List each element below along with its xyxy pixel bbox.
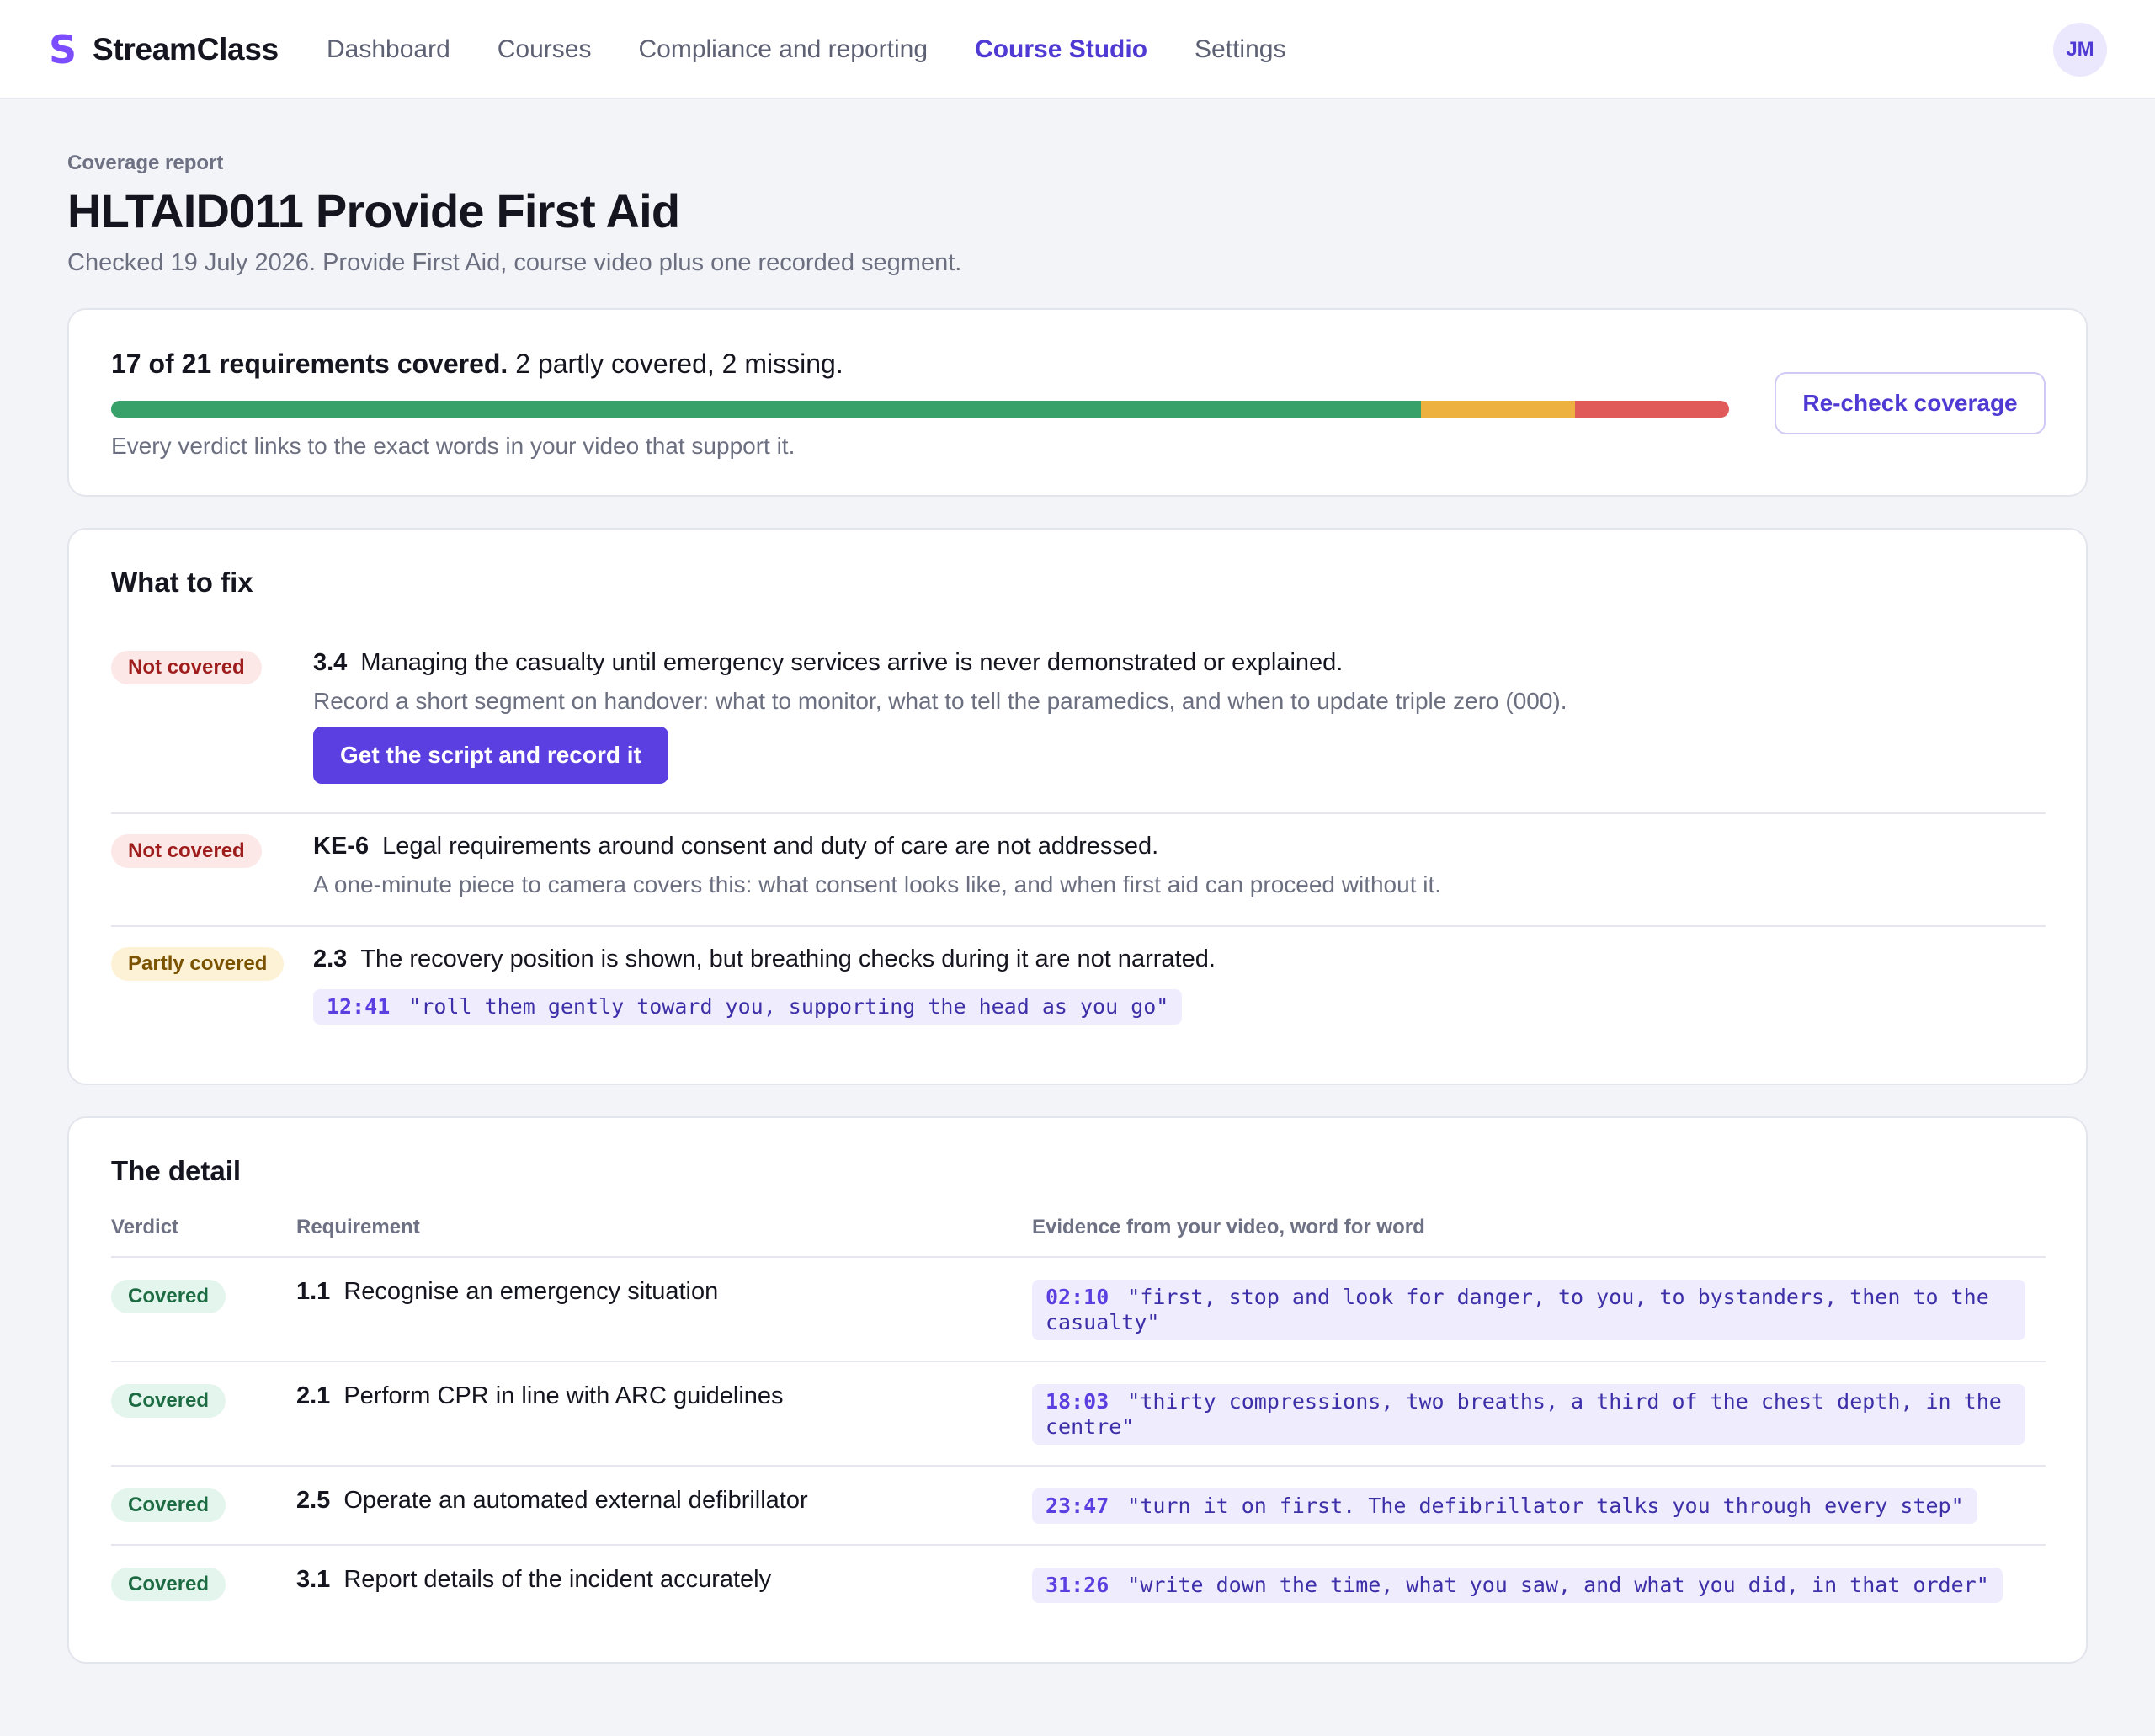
evidence-text: "turn it on first. The defibrillator tal… bbox=[1127, 1494, 1964, 1518]
requirement-cell: 3.1 Report details of the incident accura… bbox=[296, 1566, 771, 1594]
coverage-headline: 17 of 21 requirements covered. 2 partly … bbox=[111, 349, 843, 380]
table-row: Covered 1.1 Recognise an emergency situat… bbox=[111, 1256, 2046, 1361]
column-header-evidence: Evidence from your video, word for word bbox=[1032, 1216, 1425, 1238]
coverage-headline-rest: 2 partly covered, 2 missing. bbox=[515, 349, 843, 379]
requirement-description: Legal requirements around consent and du… bbox=[382, 833, 1159, 860]
coverage-bar-missing-segment bbox=[1574, 401, 1729, 418]
requirement-description: Managing the casualty until emergency se… bbox=[360, 649, 1344, 676]
requirement-code: KE-6 bbox=[313, 833, 370, 860]
table-row: Covered 2.5 Operate an automated external… bbox=[111, 1465, 2046, 1544]
requirement-cell: 2.1 Perform CPR in line with ARC guidelin… bbox=[296, 1382, 784, 1410]
covered-badge: Covered bbox=[111, 1568, 226, 1601]
detail-title: The detail bbox=[111, 1155, 242, 1186]
page-title: HLTAID011 Provide First Aid bbox=[67, 184, 680, 237]
fix-item-hint: A one-minute piece to camera covers this… bbox=[313, 871, 1442, 897]
requirement-description: Report details of the incident accuratel… bbox=[343, 1566, 772, 1593]
evidence-text: "thirty compressions, two breaths, a thi… bbox=[1046, 1389, 2002, 1439]
evidence-quote[interactable]: 12:41 "roll them gently toward you, suppo… bbox=[313, 989, 1183, 1025]
brand-logo[interactable]: S StreamClass bbox=[49, 29, 279, 71]
nav-compliance-and-reporting[interactable]: Compliance and reporting bbox=[638, 35, 929, 63]
requirement-cell: 1.1 Recognise an emergency situation bbox=[296, 1278, 718, 1306]
requirement-code: 3.1 bbox=[296, 1566, 331, 1593]
fix-item: Partly covered 2.3 The recovery position … bbox=[111, 925, 2046, 1043]
fix-item: Not covered KE-6 Legal requirements aroun… bbox=[111, 812, 2046, 925]
nav-course-studio[interactable]: Course Studio bbox=[975, 35, 1148, 63]
coverage-progress-bar bbox=[111, 401, 1729, 418]
requirement-code: 1.1 bbox=[296, 1278, 331, 1305]
requirement-description: Recognise an emergency situation bbox=[343, 1278, 719, 1305]
evidence-quote[interactable]: 02:10 "first, stop and look for danger, t… bbox=[1032, 1280, 2025, 1340]
evidence-text: "first, stop and look for danger, to you… bbox=[1046, 1285, 1989, 1334]
column-header-requirement: Requirement bbox=[296, 1216, 420, 1238]
covered-badge: Covered bbox=[111, 1384, 226, 1418]
nav-dashboard[interactable]: Dashboard bbox=[327, 35, 450, 63]
fix-item-hint: Record a short segment on handover: what… bbox=[313, 688, 1567, 714]
requirement-code: 2.3 bbox=[313, 945, 348, 972]
evidence-quote[interactable]: 23:47 "turn it on first. The defibrillato… bbox=[1032, 1488, 1977, 1524]
page-eyebrow: Coverage report bbox=[67, 152, 224, 174]
requirement-code: 2.5 bbox=[296, 1487, 331, 1514]
fix-item-text: KE-6 Legal requirements around consent an… bbox=[313, 833, 1158, 860]
not-covered-badge: Not covered bbox=[111, 834, 262, 868]
evidence-timestamp[interactable]: 18:03 bbox=[1046, 1389, 1109, 1414]
evidence-quote[interactable]: 18:03 "thirty compressions, two breaths, … bbox=[1032, 1384, 2025, 1445]
requirement-code: 3.4 bbox=[313, 649, 348, 676]
requirement-description: Operate an automated external defibrilla… bbox=[343, 1487, 808, 1514]
what-to-fix-title: What to fix bbox=[111, 567, 253, 598]
fix-item: Not covered 3.4 Managing the casualty unt… bbox=[111, 632, 2046, 819]
brand-name: StreamClass bbox=[93, 32, 279, 67]
evidence-timestamp[interactable]: 02:10 bbox=[1046, 1285, 1109, 1309]
evidence-timestamp[interactable]: 23:47 bbox=[1046, 1494, 1109, 1518]
nav-settings[interactable]: Settings bbox=[1195, 35, 1286, 63]
evidence-text: "write down the time, what you saw, and … bbox=[1127, 1573, 1989, 1597]
detail-card: The detail Verdict Requirement Evidence … bbox=[67, 1116, 2088, 1664]
coverage-headline-bold: 17 of 21 requirements covered. bbox=[111, 349, 508, 379]
requirement-code: 2.1 bbox=[296, 1382, 331, 1409]
fix-item-text: 3.4 Managing the casualty until emergency… bbox=[313, 649, 1343, 677]
nav-courses[interactable]: Courses bbox=[497, 35, 592, 63]
requirement-description: The recovery position is shown, but brea… bbox=[360, 945, 1216, 972]
main-nav: Dashboard Courses Compliance and reporti… bbox=[327, 30, 1333, 69]
table-row: Covered 2.1 Perform CPR in line with ARC … bbox=[111, 1361, 2046, 1465]
recheck-coverage-button[interactable]: Re-check coverage bbox=[1775, 372, 2046, 434]
not-covered-badge: Not covered bbox=[111, 651, 262, 684]
evidence-timestamp[interactable]: 31:26 bbox=[1046, 1573, 1109, 1597]
streamclass-logo-icon: S bbox=[49, 27, 77, 72]
requirement-description: Perform CPR in line with ARC guidelines bbox=[343, 1382, 784, 1409]
user-avatar[interactable]: JM bbox=[2053, 23, 2107, 77]
top-navigation-bar: S StreamClass Dashboard Courses Complian… bbox=[0, 0, 2155, 99]
partly-covered-badge: Partly covered bbox=[111, 947, 285, 981]
evidence-text: "roll them gently toward you, supporting… bbox=[408, 994, 1169, 1019]
evidence-timestamp[interactable]: 12:41 bbox=[327, 994, 391, 1019]
get-script-and-record-button[interactable]: Get the script and record it bbox=[313, 727, 668, 784]
column-header-verdict: Verdict bbox=[111, 1216, 179, 1238]
coverage-bar-partly-segment bbox=[1420, 401, 1575, 418]
covered-badge: Covered bbox=[111, 1488, 226, 1522]
coverage-bar-covered-segment bbox=[111, 401, 1421, 418]
fix-item-text: 2.3 The recovery position is shown, but b… bbox=[313, 945, 1216, 973]
page-subtitle: Checked 19 July 2026. Provide First Aid,… bbox=[67, 249, 962, 276]
coverage-note: Every verdict links to the exact words i… bbox=[111, 433, 795, 459]
evidence-quote[interactable]: 31:26 "write down the time, what you saw,… bbox=[1032, 1568, 2003, 1603]
what-to-fix-card: What to fix Not covered 3.4 Managing the … bbox=[67, 528, 2088, 1085]
requirement-cell: 2.5 Operate an automated external defibri… bbox=[296, 1487, 808, 1515]
covered-badge: Covered bbox=[111, 1280, 226, 1313]
coverage-summary-card: 17 of 21 requirements covered. 2 partly … bbox=[67, 308, 2088, 497]
table-row: Covered 3.1 Report details of the inciden… bbox=[111, 1544, 2046, 1623]
